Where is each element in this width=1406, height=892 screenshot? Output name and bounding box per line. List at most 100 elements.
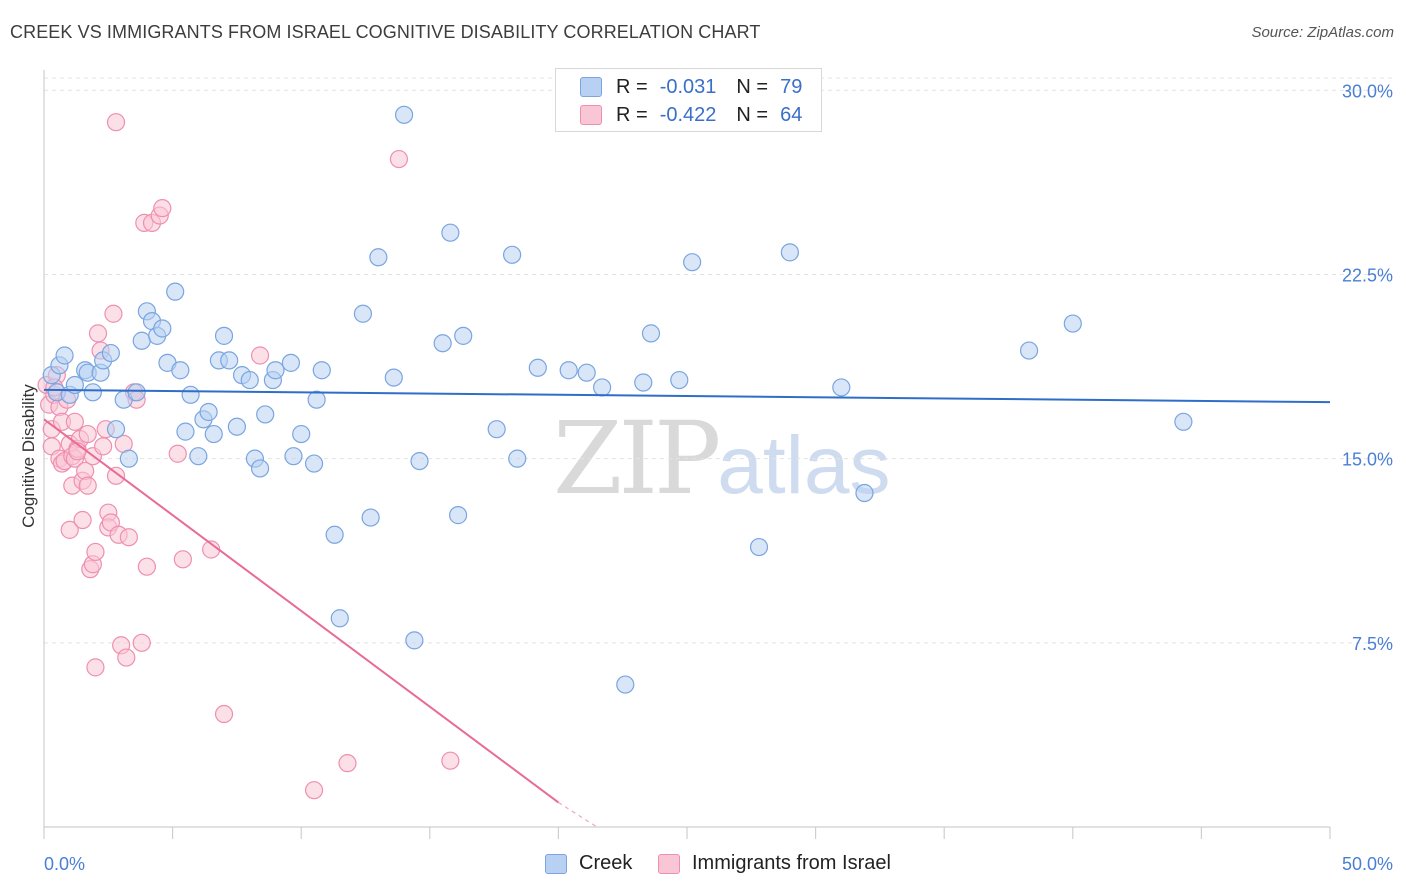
creek-point: [780, 243, 799, 262]
creek-point: [119, 449, 138, 468]
israel-point: [86, 658, 105, 677]
creek-point: [503, 245, 522, 264]
grid-lines: [44, 77, 1393, 644]
creek-point: [281, 353, 301, 372]
y-tick-label: 15.0%: [1342, 450, 1393, 470]
israel-point: [86, 542, 105, 562]
israel-trend-extension: [558, 801, 598, 828]
israel-point: [168, 444, 187, 463]
creek-trend-line: [43, 388, 1331, 404]
legend-row-creek: R = -0.031 N = 79: [580, 74, 802, 100]
creek-point: [250, 459, 270, 478]
israel-point: [153, 199, 172, 218]
creek-point: [214, 326, 234, 345]
creek-point: [1174, 412, 1193, 431]
n-label: N =: [736, 103, 769, 126]
axes: [43, 70, 1330, 828]
israel-point: [389, 149, 409, 169]
creek-swatch: [580, 77, 602, 97]
creek-point: [361, 508, 380, 527]
chart-title: CREEK VS IMMIGRANTS FROM ISRAEL COGNITIV…: [10, 22, 761, 42]
creek-point: [227, 417, 246, 436]
israel-point: [60, 520, 79, 539]
creek-point: [634, 373, 653, 392]
creek-point: [266, 361, 285, 380]
israel-point: [214, 704, 234, 724]
legend-israel-label: Immigrants from Israel: [692, 852, 891, 874]
creek-point: [487, 420, 506, 439]
creek-point: [101, 343, 120, 363]
creek-point: [189, 447, 208, 466]
creek-point: [749, 537, 769, 557]
creek-point: [176, 422, 195, 441]
legend-item-israel[interactable]: Immigrants from Israel: [658, 852, 891, 875]
creek-point: [832, 378, 851, 397]
israel-point: [94, 437, 113, 456]
creek-point: [559, 361, 578, 380]
creek-point: [325, 525, 344, 544]
creek-point: [284, 447, 303, 466]
r-label: R =: [616, 103, 648, 126]
creek-point: [394, 105, 414, 124]
creek-point: [405, 631, 424, 650]
israel-trend-line: [43, 418, 559, 804]
n-value: 64: [780, 103, 803, 126]
legend-item-creek[interactable]: Creek: [545, 852, 632, 875]
creek-point: [240, 370, 259, 390]
y-tick-label: 30.0%: [1342, 81, 1393, 101]
israel-point: [338, 754, 357, 773]
creek-point: [312, 361, 331, 380]
israel-point: [441, 751, 460, 770]
creek-point: [454, 326, 473, 345]
creek-point: [220, 351, 239, 370]
correlation-legend: R = -0.031 N = 79 R = -0.422 N = 64: [555, 68, 822, 132]
x-tick-label-min: 0.0%: [44, 854, 85, 874]
n-value: 79: [780, 75, 803, 98]
creek-point: [433, 334, 452, 353]
series-legend: Creek Immigrants from Israel: [0, 852, 1406, 878]
creek-point: [670, 370, 689, 390]
creek-point: [441, 223, 460, 242]
creek-point: [593, 378, 612, 397]
creek-point: [855, 483, 874, 503]
x-tick-label-max: 50.0%: [1342, 854, 1393, 874]
creek-point: [528, 358, 547, 377]
y-tick-label: 7.5%: [1352, 634, 1393, 654]
creek-point: [304, 454, 324, 473]
creek-point: [1063, 314, 1082, 333]
creek-point: [256, 405, 275, 424]
creek-point: [204, 424, 223, 444]
israel-point: [78, 476, 97, 495]
israel-point: [106, 113, 126, 132]
israel-point: [88, 324, 108, 343]
creek-point: [83, 383, 102, 402]
legend-creek-label: Creek: [579, 852, 633, 874]
israel-point: [78, 424, 97, 444]
creek-point: [127, 383, 146, 402]
israel-point: [250, 346, 270, 365]
x-ticks: [43, 827, 1331, 839]
r-value: -0.422: [659, 103, 717, 126]
creek-point: [353, 304, 373, 323]
y-tick-labels: 7.5% 15.0% 22.5% 30.0%: [1342, 81, 1393, 654]
creek-point: [448, 506, 468, 525]
creek-point: [330, 609, 349, 628]
creek-point: [641, 324, 661, 343]
trend-lines: [43, 388, 1331, 828]
creek-point: [683, 253, 702, 272]
source-credit: Source: ZipAtlas.com: [1251, 24, 1394, 41]
creek-point: [199, 402, 218, 422]
creek-point: [410, 451, 429, 471]
creek-point: [307, 390, 326, 409]
n-label: N =: [736, 75, 769, 98]
israel-point: [106, 466, 126, 485]
y-axis-label: Cognitive Disability: [19, 384, 38, 528]
r-label: R =: [616, 75, 648, 98]
series-creek-points: [42, 105, 1193, 694]
creek-point: [616, 675, 635, 694]
israel-point: [117, 648, 136, 667]
israel-point: [73, 510, 92, 530]
creek-point: [577, 363, 596, 382]
israel-point: [119, 528, 138, 547]
